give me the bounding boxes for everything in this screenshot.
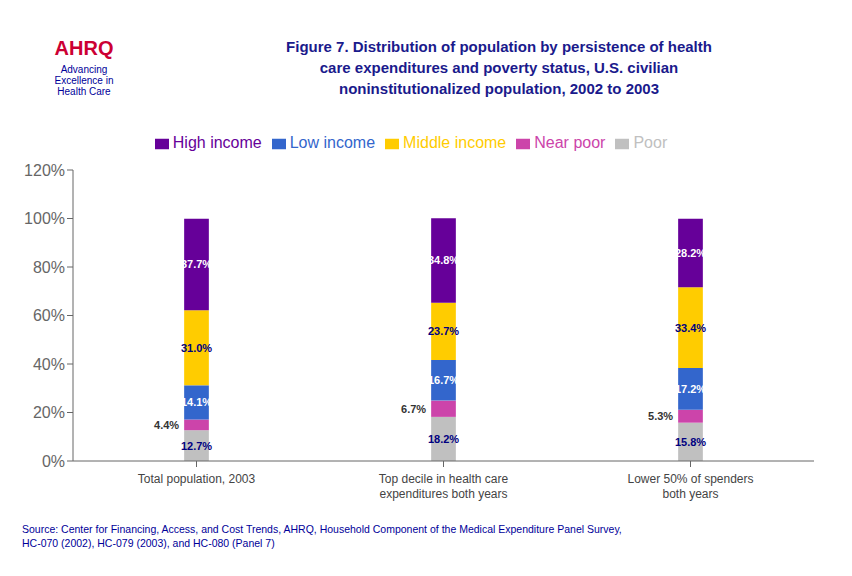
svg-text:100%: 100%: [24, 210, 65, 227]
svg-text:18.2%: 18.2%: [428, 433, 459, 445]
html-text:Low income: Low income: [289, 134, 376, 151]
svg-text:40%: 40%: [33, 356, 65, 373]
svg-text:14.1%: 14.1%: [181, 396, 212, 408]
svg-text:34.8%: 34.8%: [428, 254, 459, 266]
svg-text:15.8%: 15.8%: [675, 436, 706, 448]
svg-text:33.4%: 33.4%: [675, 322, 706, 334]
html-text:Advancing Excellence in Health: Advancing Excellence in Health Care: [54, 64, 114, 97]
html-text:Poor: Poor: [633, 134, 668, 151]
svg-text:120%: 120%: [24, 162, 65, 179]
svg-text:5.3%: 5.3%: [648, 410, 673, 422]
svg-text:Top decile in health careexpen: Top decile in health careexpenditures bo…: [379, 472, 509, 501]
svg-text:17.2%: 17.2%: [675, 383, 706, 395]
html-text:Near poor: Near poor: [534, 134, 606, 151]
svg-text:4.4%: 4.4%: [154, 419, 179, 431]
svg-text:6.7%: 6.7%: [401, 403, 426, 415]
svg-text:60%: 60%: [33, 307, 65, 324]
svg-text:23.7%: 23.7%: [428, 325, 459, 337]
html-text:Figure 7. Distribution of popu: Figure 7. Distribution of population by …: [286, 37, 712, 97]
html-text:AHRQ: AHRQ: [54, 37, 114, 59]
svg-text:37.7%: 37.7%: [181, 258, 212, 270]
svg-text:Total population, 2003: Total population, 2003: [138, 472, 256, 486]
svg-text:16.7%: 16.7%: [428, 374, 459, 386]
html-text:High income: High income: [172, 134, 262, 151]
svg-text:20%: 20%: [33, 404, 65, 421]
html-text:Middle income: Middle income: [403, 134, 507, 151]
svg-text:28.2%: 28.2%: [675, 247, 706, 259]
svg-text:0%: 0%: [42, 453, 65, 470]
svg-text:Lower 50% of spendersboth year: Lower 50% of spendersboth years: [627, 472, 753, 501]
html-text:Source: Center for Financing,: Source: Center for Financing, Access, an…: [22, 523, 622, 550]
svg-text:12.7%: 12.7%: [181, 440, 212, 452]
svg-text:31.0%: 31.0%: [181, 342, 212, 354]
svg-text:80%: 80%: [33, 259, 65, 276]
